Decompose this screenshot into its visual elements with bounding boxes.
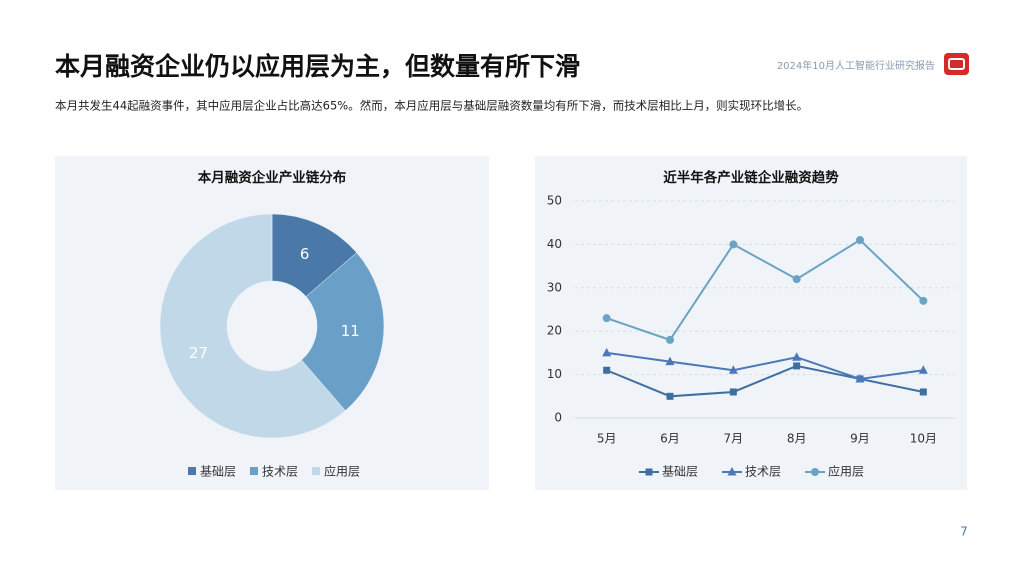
marker bbox=[793, 362, 801, 370]
legend-marker bbox=[645, 468, 653, 476]
chart-title: 本月融资企业产业链分布 bbox=[198, 169, 347, 186]
legend-swatch bbox=[312, 467, 320, 475]
marker bbox=[665, 356, 675, 366]
legend-label: 基础层 bbox=[200, 465, 236, 479]
legend-label: 技术层 bbox=[745, 465, 781, 479]
page-number: 7 bbox=[960, 525, 968, 539]
x-tick-label: 10月 bbox=[910, 432, 937, 446]
legend-label: 应用层 bbox=[324, 464, 360, 479]
marker bbox=[729, 388, 737, 396]
y-tick-label: 50 bbox=[547, 194, 562, 208]
logo bbox=[944, 53, 969, 75]
data-label: 27 bbox=[189, 344, 208, 362]
y-tick-label: 0 bbox=[554, 411, 562, 425]
legend-marker bbox=[811, 468, 819, 476]
marker bbox=[792, 352, 802, 361]
legend-marker bbox=[727, 467, 737, 476]
panel bbox=[535, 156, 967, 490]
legend-swatch bbox=[188, 467, 196, 475]
marker bbox=[856, 236, 864, 245]
line-series bbox=[606, 364, 924, 398]
legend-label: 基础层 bbox=[662, 465, 698, 479]
x-tick-label: 8月 bbox=[787, 432, 807, 446]
y-tick-label: 20 bbox=[547, 324, 562, 338]
marker bbox=[919, 388, 927, 396]
panel bbox=[55, 156, 489, 490]
chart-title: 近半年各产业链企业融资趋势 bbox=[663, 169, 839, 186]
marker bbox=[666, 392, 674, 400]
slide-subtitle: 本月共发生44起融资事件，其中应用层企业占比高达65%。然而，本月应用层与基础层… bbox=[55, 99, 808, 113]
y-tick-label: 30 bbox=[547, 280, 562, 294]
marker bbox=[919, 296, 928, 305]
y-tick-label: 10 bbox=[547, 367, 562, 381]
x-tick-label: 5月 bbox=[597, 432, 617, 446]
marker bbox=[918, 365, 928, 374]
marker bbox=[855, 373, 865, 383]
data-label: 6 bbox=[300, 245, 310, 263]
marker bbox=[728, 365, 738, 374]
marker bbox=[729, 240, 738, 249]
marker bbox=[603, 366, 611, 374]
slide-title: 本月融资企业仍以应用层为主，但数量有所下滑 bbox=[55, 52, 580, 81]
marker bbox=[602, 314, 611, 323]
legend-label: 技术层 bbox=[262, 465, 298, 479]
logo-mark bbox=[948, 58, 965, 70]
x-tick-label: 9月 bbox=[850, 432, 870, 446]
brand-text: 2024年10月人工智能行业研究报告 bbox=[777, 59, 935, 72]
legend-label: 应用层 bbox=[828, 464, 864, 479]
data-label: 11 bbox=[341, 322, 360, 340]
donut-slice bbox=[301, 252, 385, 411]
marker bbox=[666, 335, 674, 344]
x-tick-label: 6月 bbox=[660, 432, 680, 446]
donut-slice bbox=[159, 213, 346, 439]
x-tick-label: 7月 bbox=[724, 432, 744, 446]
line-series bbox=[606, 351, 924, 380]
legend-swatch bbox=[250, 467, 258, 475]
marker bbox=[602, 347, 612, 357]
y-tick-label: 40 bbox=[547, 237, 562, 251]
line-series bbox=[606, 238, 925, 342]
marker bbox=[792, 275, 801, 284]
